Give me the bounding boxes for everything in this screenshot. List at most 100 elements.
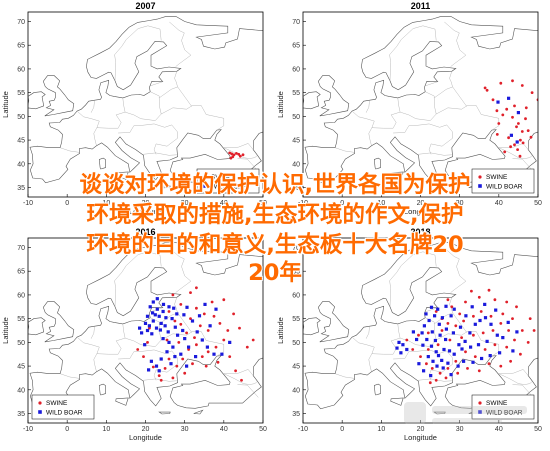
wild-boar-outbreak-point	[194, 355, 198, 359]
wild-boar-outbreak-point	[151, 311, 155, 315]
wild-boar-outbreak-point	[415, 337, 419, 342]
swine-outbreak-point	[505, 345, 509, 349]
x-tick-label: 10	[377, 426, 385, 433]
coastline	[193, 409, 204, 415]
country-border	[237, 384, 259, 398]
legend-swine-marker	[38, 401, 42, 405]
swine-outbreak-point	[526, 341, 530, 344]
wild-boar-outbreak-point	[429, 374, 433, 378]
x-tick-label: 0	[65, 426, 69, 433]
legend: SWINE WILD BOAR	[471, 168, 535, 194]
wild-boar-outbreak-point	[170, 317, 174, 321]
coastline	[0, 39, 14, 53]
coastline	[390, 171, 404, 180]
wild-boar-outbreak-point	[440, 316, 444, 320]
y-axis-label: Latitude	[1, 91, 10, 118]
swine-outbreak-point	[165, 338, 169, 342]
swine-outbreak-point	[171, 376, 175, 380]
y-tick-label: 60	[17, 292, 25, 299]
swine-outbreak-point	[157, 374, 161, 377]
swine-outbreak-point	[511, 79, 514, 83]
swine-outbreak-point	[179, 322, 183, 326]
overlay-headline-line-4: 20年	[248, 260, 302, 286]
wild-boar-outbreak-point	[150, 332, 154, 336]
wild-boar-outbreak-point	[436, 354, 441, 358]
legend-swine-label: SWINE	[46, 400, 68, 407]
wild-boar-outbreak-point	[159, 321, 163, 325]
swine-outbreak-point	[195, 306, 198, 310]
x-tick-label: -10	[298, 200, 308, 207]
swine-outbreak-point	[485, 88, 489, 92]
swine-outbreak-point	[245, 345, 249, 349]
wild-boar-outbreak-point	[158, 328, 162, 332]
coastline	[317, 301, 350, 343]
wild-boar-outbreak-point	[405, 347, 409, 352]
wild-boar-outbreak-point	[457, 343, 461, 347]
y-tick-label: 45	[17, 138, 25, 145]
x-tick-label: 0	[340, 200, 344, 207]
wild-boar-outbreak-point	[494, 308, 498, 312]
wild-boar-outbreak-point	[515, 140, 519, 144]
swine-outbreak-point	[458, 312, 462, 316]
coastline	[28, 317, 46, 336]
swine-outbreak-point	[419, 355, 422, 358]
swine-outbreak-point	[529, 135, 533, 139]
wild-boar-outbreak-point	[478, 318, 482, 323]
swine-outbreak-point	[238, 154, 242, 158]
y-tick-label: 70	[17, 245, 25, 252]
y-tick-label: 70	[292, 19, 300, 26]
wild-boar-outbreak-point	[498, 351, 502, 355]
x-tick-label: -10	[298, 426, 308, 433]
swine-outbreak-point	[499, 322, 503, 325]
coastline	[28, 91, 46, 110]
swine-outbreak-point	[501, 113, 505, 117]
swine-outbreak-point	[200, 355, 204, 358]
overlay-headline-line-1: 谈谈对环境的保护认识,世界各国为保护	[79, 172, 471, 198]
wild-boar-outbreak-point	[157, 314, 161, 318]
swine-outbreak-point	[151, 365, 155, 369]
wild-boar-outbreak-point	[511, 349, 515, 353]
wild-boar-outbreak-point	[395, 346, 399, 350]
x-tick-label: 30	[456, 200, 464, 207]
wild-boar-outbreak-point	[155, 307, 159, 311]
wild-boar-outbreak-point	[515, 330, 519, 334]
swine-outbreak-point	[509, 359, 512, 363]
swine-outbreak-point	[204, 364, 208, 368]
country-border	[159, 297, 178, 325]
swine-outbreak-point	[440, 329, 444, 332]
wild-boar-outbreak-point	[212, 352, 216, 356]
coastline	[317, 75, 350, 117]
wild-boar-outbreak-point	[488, 354, 492, 358]
swine-outbreak-point	[505, 107, 509, 111]
y-tick-label: 70	[17, 19, 25, 26]
y-tick-label: 65	[292, 269, 300, 276]
map-panel-2007: 2007 -10 0 10 20 30 40 50 35 40 45 50 55 60 65 70 Longit…	[0, 0, 275, 225]
legend: SWINE WILD BOAR	[196, 168, 260, 194]
swine-outbreak-point	[446, 298, 450, 302]
wild-boar-outbreak-point	[452, 352, 456, 356]
wild-boar-outbreak-point	[449, 314, 453, 318]
x-tick-label: -10	[23, 426, 33, 433]
country-border	[118, 349, 155, 360]
swine-outbreak-point	[446, 367, 450, 370]
swine-outbreak-point	[251, 338, 255, 342]
wild-boar-outbreak-point	[185, 305, 189, 309]
wild-boar-outbreak-point	[496, 100, 500, 104]
swine-outbreak-point	[235, 152, 238, 155]
swine-outbreak-point	[216, 360, 220, 364]
swine-outbreak-point	[456, 371, 460, 375]
wild-boar-outbreak-point	[460, 347, 464, 351]
coastline	[433, 185, 446, 189]
swine-outbreak-point	[426, 348, 430, 351]
country-border	[96, 323, 126, 355]
wild-boar-outbreak-point	[228, 340, 232, 344]
wild-boar-outbreak-point	[172, 306, 176, 310]
swine-outbreak-point	[464, 350, 467, 354]
x-axis-label: Longitude	[404, 207, 437, 216]
country-border	[371, 97, 401, 129]
x-tick-label: 10	[102, 200, 110, 207]
swine-outbreak-point	[511, 317, 514, 320]
wild-boar-outbreak-point	[471, 360, 475, 364]
wild-boar-outbreak-point	[154, 326, 159, 330]
swine-outbreak-point	[507, 329, 510, 332]
